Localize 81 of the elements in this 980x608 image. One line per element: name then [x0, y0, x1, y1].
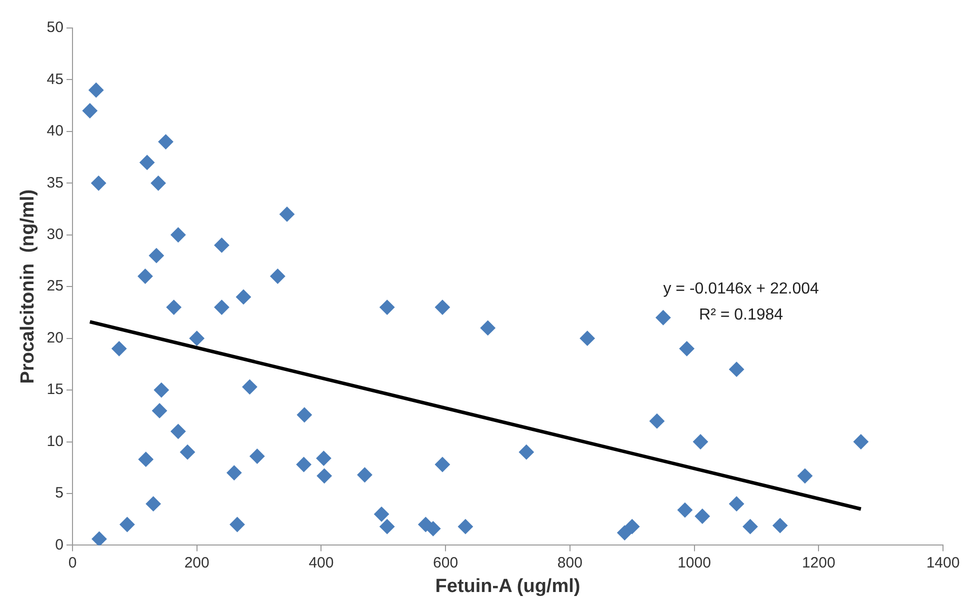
- x-tick-label: 1200: [802, 554, 836, 572]
- point: [296, 457, 312, 472]
- point: [140, 154, 155, 170]
- point: [853, 434, 868, 450]
- annotation: R² = 0.1984: [699, 306, 784, 324]
- x-tick-label: 800: [557, 554, 582, 572]
- point: [280, 206, 295, 222]
- point: [617, 525, 632, 540]
- point: [380, 519, 395, 534]
- point: [92, 531, 107, 546]
- point: [138, 268, 153, 284]
- point: [374, 506, 390, 522]
- point: [236, 289, 251, 304]
- point: [120, 517, 135, 532]
- point: [729, 362, 744, 377]
- point: [270, 268, 286, 284]
- x-axis-title: Fetuin-A (ug/ml): [435, 576, 580, 597]
- point: [148, 248, 164, 264]
- point: [138, 452, 154, 467]
- point: [316, 450, 332, 466]
- point: [154, 382, 169, 398]
- point: [158, 134, 174, 150]
- point: [458, 519, 473, 534]
- y-tick-label: 0: [55, 536, 64, 554]
- annotation: y = -0.0146x + 22.004: [663, 280, 819, 298]
- point: [170, 424, 186, 439]
- y-tick-label: 10: [46, 432, 64, 450]
- y-axis-title: Procalcitonin (ng/ml): [18, 189, 39, 384]
- y-tick-label: 15: [46, 381, 64, 398]
- point: [580, 330, 595, 346]
- point: [624, 519, 640, 534]
- point: [434, 300, 450, 315]
- y-tick-label: 40: [46, 122, 64, 140]
- point: [189, 330, 204, 346]
- point: [772, 518, 788, 534]
- point: [694, 508, 710, 524]
- point: [146, 496, 161, 512]
- point: [357, 467, 372, 482]
- point: [170, 227, 186, 242]
- x-tick-label: 400: [308, 554, 334, 572]
- point: [679, 341, 694, 356]
- point: [480, 320, 496, 336]
- point: [214, 238, 230, 253]
- y-tick-label: 35: [46, 174, 64, 192]
- point: [742, 519, 758, 534]
- point: [152, 403, 168, 418]
- point: [797, 468, 812, 484]
- y-tick-label: 45: [46, 70, 64, 88]
- point: [242, 379, 258, 394]
- x-tick-label: 1400: [926, 554, 960, 572]
- point: [226, 465, 242, 480]
- point: [656, 310, 671, 326]
- point: [230, 517, 245, 532]
- y-tick-label: 5: [55, 484, 64, 502]
- x-tick-label: 600: [433, 554, 458, 572]
- point: [380, 300, 395, 315]
- point: [649, 414, 664, 429]
- point: [88, 82, 104, 98]
- point: [434, 457, 450, 472]
- point: [426, 521, 441, 536]
- point: [150, 176, 166, 191]
- point: [693, 434, 708, 450]
- point: [214, 300, 230, 315]
- x-tick-label: 200: [184, 554, 210, 572]
- point: [250, 448, 265, 464]
- x-tick-label: 0: [68, 554, 77, 572]
- point: [166, 300, 182, 315]
- point: [729, 496, 744, 512]
- point: [296, 407, 312, 422]
- y-tick-label: 50: [46, 19, 64, 36]
- point: [518, 444, 534, 460]
- point: [180, 444, 196, 460]
- y-tick-label: 25: [46, 278, 64, 295]
- x-tick-label: 1000: [678, 554, 711, 572]
- y-tick-label: 20: [46, 329, 64, 346]
- point: [677, 502, 692, 518]
- point: [112, 341, 127, 356]
- point: [316, 468, 332, 484]
- point: [91, 176, 106, 191]
- y-tick-label: 30: [46, 226, 64, 244]
- point: [82, 103, 98, 118]
